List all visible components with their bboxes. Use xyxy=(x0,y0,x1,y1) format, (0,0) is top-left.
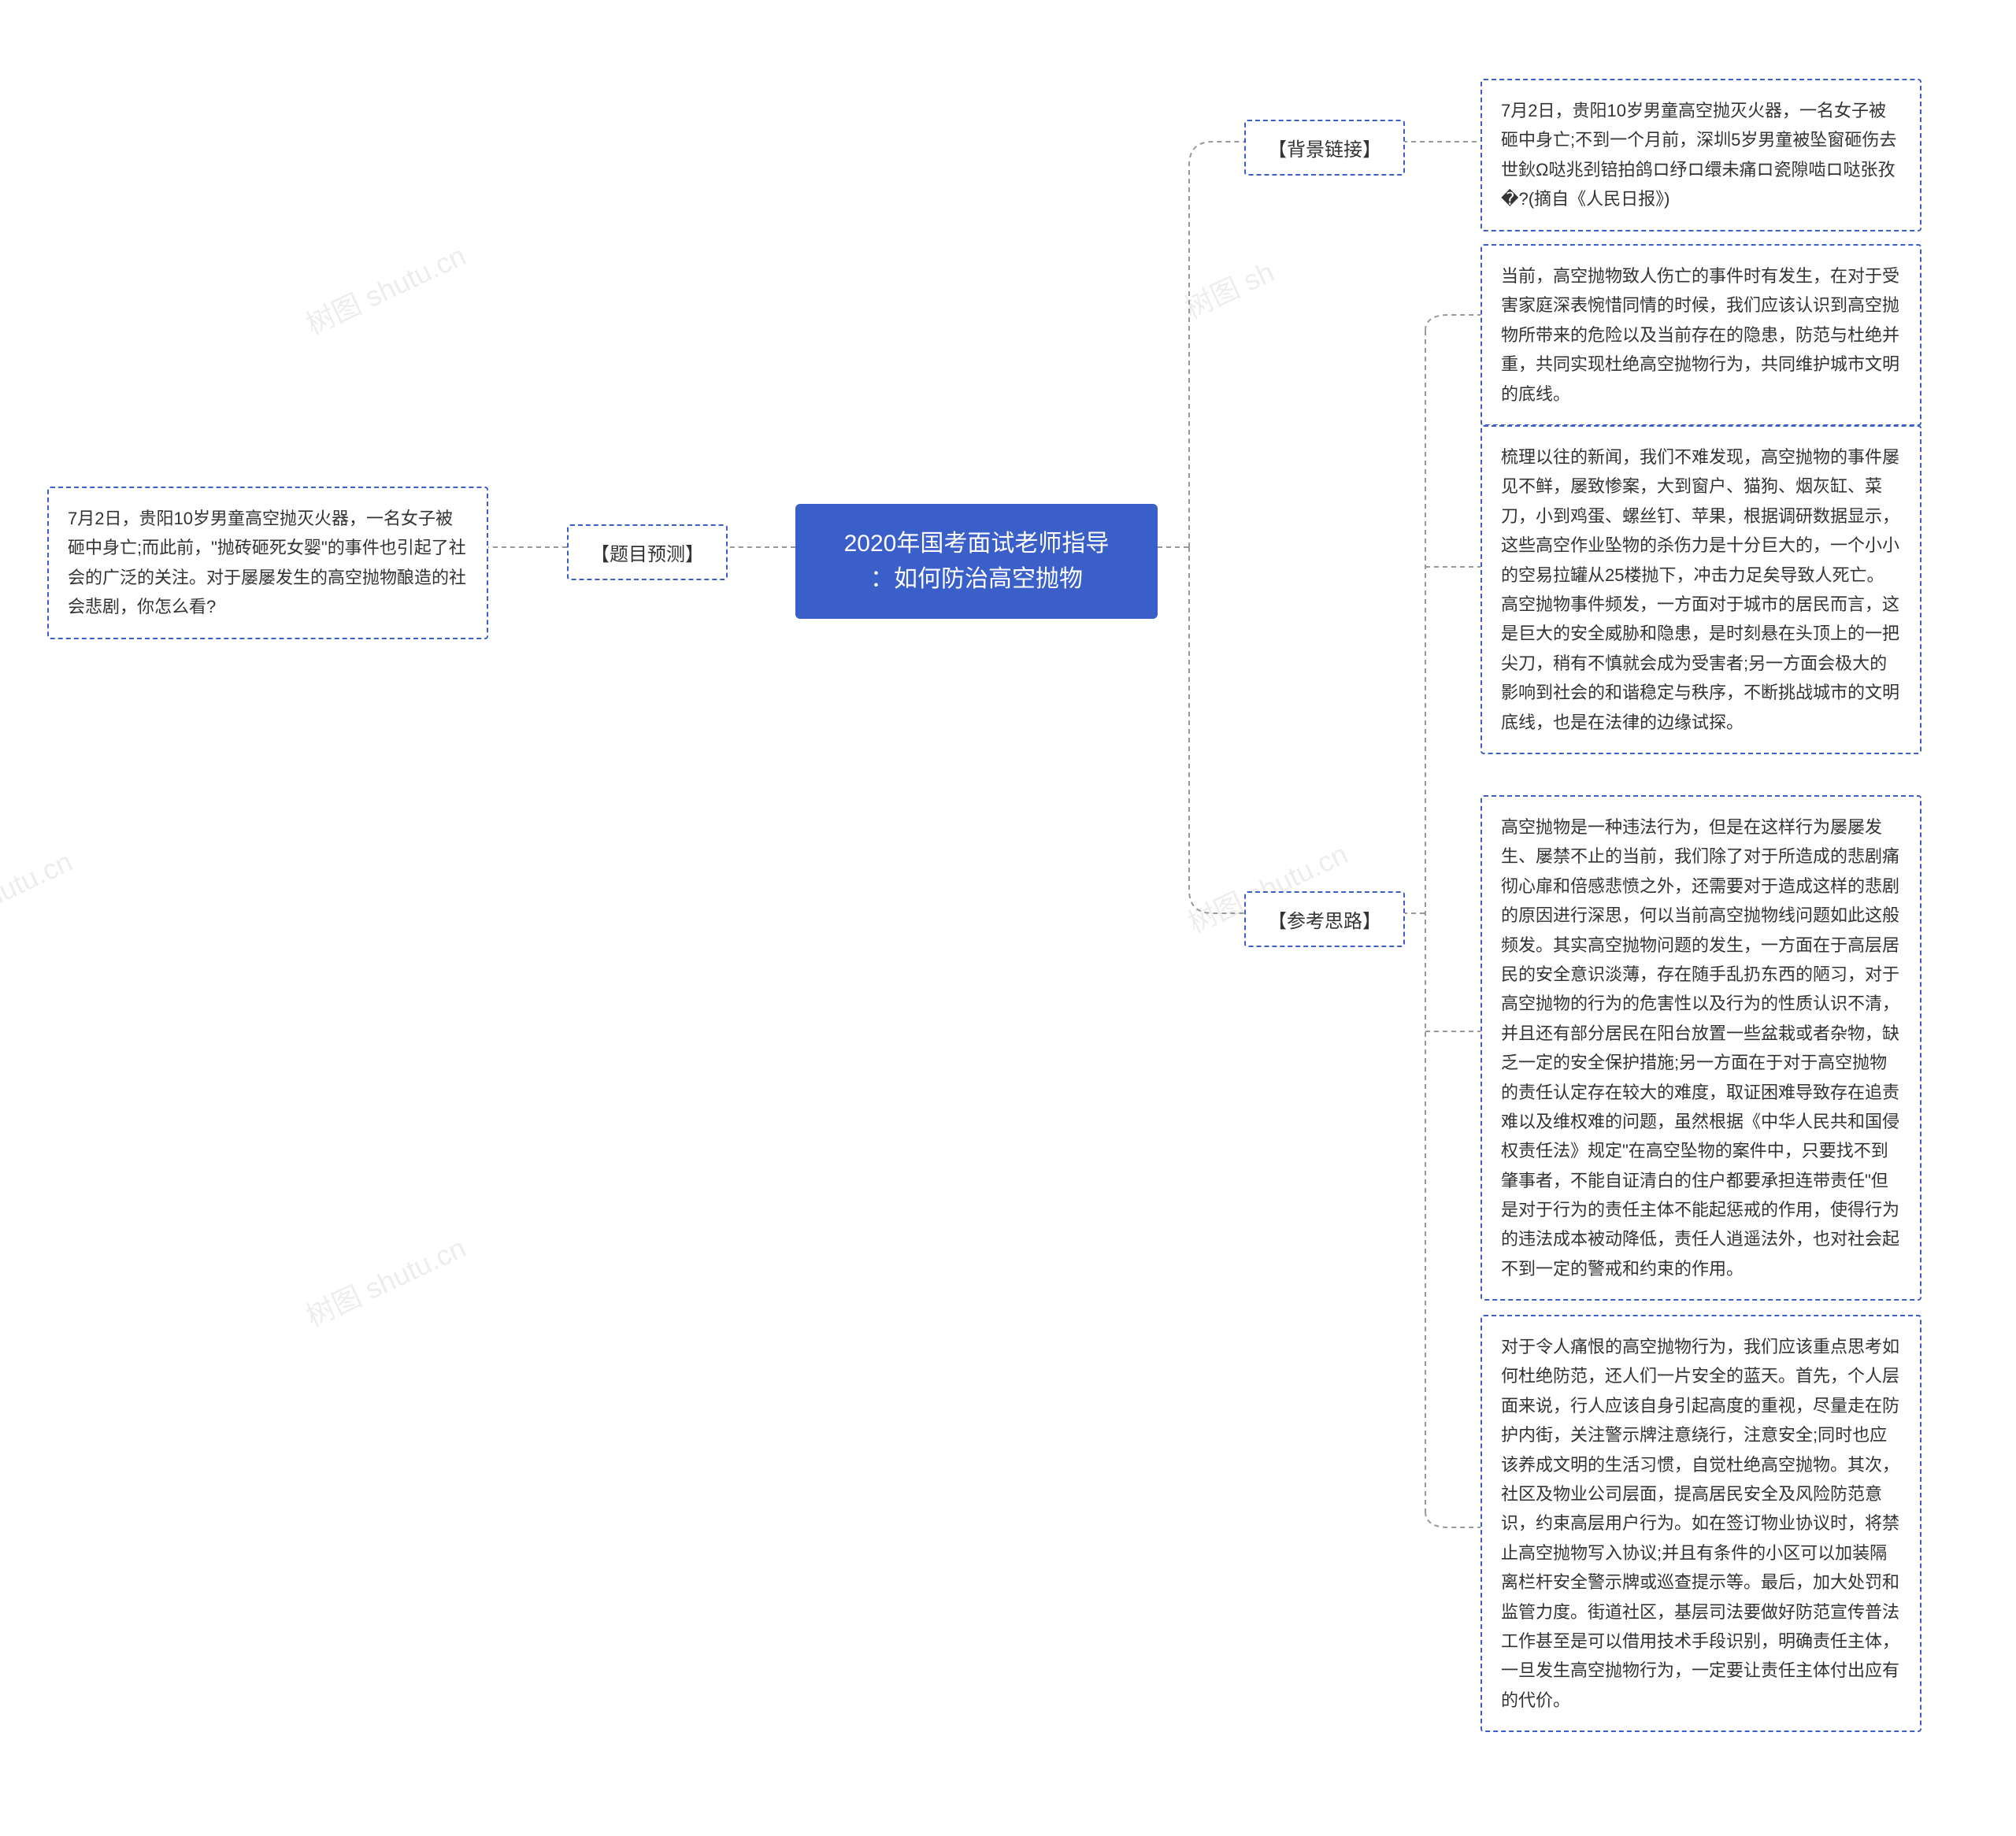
mindmap-center-node: 2020年国考面试老师指导 ：如何防治高空抛物 xyxy=(795,504,1158,619)
right-branch1-content: 7月2日，贵阳10岁男童高空抛灭火器，一名女子被砸中身亡;不到一个月前，深圳5岁… xyxy=(1480,79,1922,231)
center-title-line2: ：如何防治高空抛物 xyxy=(827,561,1126,597)
right-branch2-content4: 对于令人痛恨的高空抛物行为，我们应该重点思考如何杜绝防范，还人们一片安全的蓝天。… xyxy=(1480,1315,1922,1732)
watermark: 树图 shutu.cn xyxy=(298,233,472,342)
left-branch-label: 【题目预测】 xyxy=(567,524,728,580)
watermark: 树图 sh xyxy=(1177,250,1280,327)
right-branch2-label: 【参考思路】 xyxy=(1244,891,1405,947)
right-branch2-content1: 当前，高空抛物致人伤亡的事件时有发生，在对于受害家庭深表惋惜同情的时候，我们应该… xyxy=(1480,244,1922,426)
right-branch2-content3: 高空抛物是一种违法行为，但是在这样行为屡屡发生、屡禁不止的当前，我们除了对于所造… xyxy=(1480,795,1922,1301)
right-branch2-content2: 梳理以往的新闻，我们不难发现，高空抛物的事件屡见不鲜，屡致惨案，大到窗户、猫狗、… xyxy=(1480,425,1922,754)
left-content-box: 7月2日，贵阳10岁男童高空抛灭火器，一名女子被砸中身亡;而此前，"抛砖砸死女婴… xyxy=(47,487,488,639)
right-branch1-label: 【背景链接】 xyxy=(1244,120,1405,176)
center-title-line1: 2020年国考面试老师指导 xyxy=(827,526,1126,561)
watermark: 树图 shutu.cn xyxy=(298,1225,472,1334)
watermark: shutu.cn xyxy=(0,845,78,920)
